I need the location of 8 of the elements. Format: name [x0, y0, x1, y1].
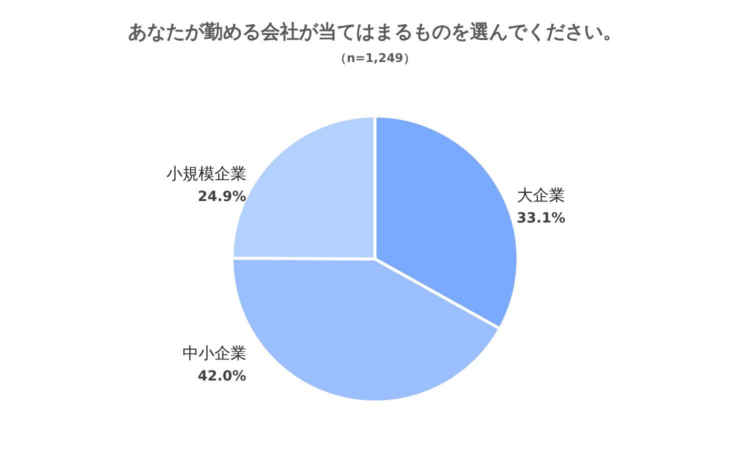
chart-subtitle: （n=1,249） — [334, 51, 416, 65]
data-label: 42.0% — [198, 368, 246, 385]
data-label: 33.1% — [516, 210, 566, 227]
chart-title: あなたが勤める会社が当てはまるものを選んでください。 — [128, 21, 622, 43]
data-label: 24.9% — [198, 188, 246, 205]
slice-label: 小規模企業 — [166, 164, 246, 183]
slice-label: 中小企業 — [182, 344, 246, 363]
slice-label: 大企業 — [516, 186, 565, 205]
